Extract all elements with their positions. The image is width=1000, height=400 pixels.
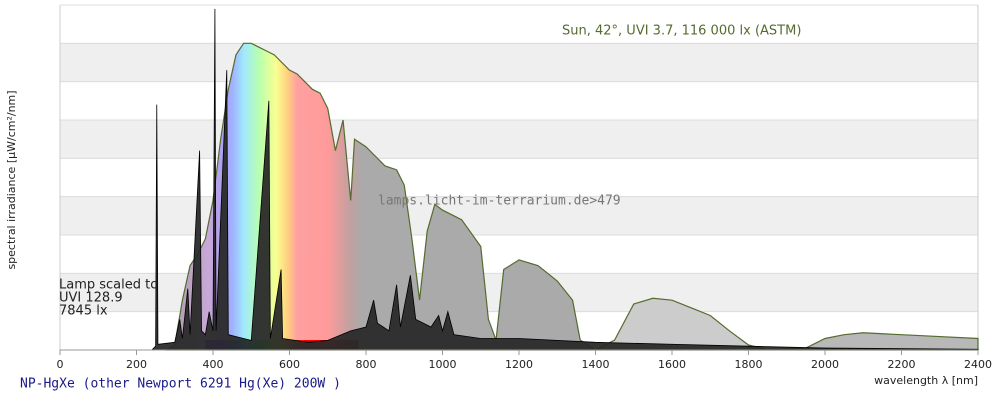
- x-axis-label: wavelength λ [nm]: [874, 374, 978, 387]
- x-tick-label: 0: [57, 358, 64, 371]
- sun-spectrum: [165, 42, 979, 351]
- x-tick-label: 1000: [429, 358, 457, 371]
- watermark: lamps.licht-im-terrarium.de>479: [378, 194, 621, 209]
- x-tick-label: 600: [279, 358, 300, 371]
- x-tick-label: 1800: [735, 358, 763, 371]
- x-tick-label: 2400: [964, 358, 992, 371]
- x-tick-label: 200: [126, 358, 147, 371]
- lamp-note: 7845 lx: [59, 304, 108, 319]
- x-tick-label: 800: [356, 358, 377, 371]
- x-tick-label: 1400: [582, 358, 610, 371]
- y-axis-label: spectral irradiance [µW/cm²/nm]: [5, 90, 18, 269]
- lamp-note: Lamp scaled to: [59, 278, 158, 293]
- x-tick-label: 1600: [658, 358, 686, 371]
- x-tick-label: 2000: [811, 358, 839, 371]
- lamp-label: NP-HgXe (other Newport 6291 Hg(Xe) 200W …: [20, 377, 341, 392]
- grid-band: [60, 120, 978, 159]
- lamp-spectrum: [150, 8, 979, 351]
- x-tick-label: 400: [203, 358, 224, 371]
- lamp-note: UVI 128.9: [59, 291, 123, 306]
- grid-band: [60, 43, 978, 82]
- sun-label: Sun, 42°, UVI 3.7, 116 000 lx (ASTM): [562, 24, 801, 39]
- x-tick-label: 2200: [888, 358, 916, 371]
- x-tick-label: 1200: [505, 358, 533, 371]
